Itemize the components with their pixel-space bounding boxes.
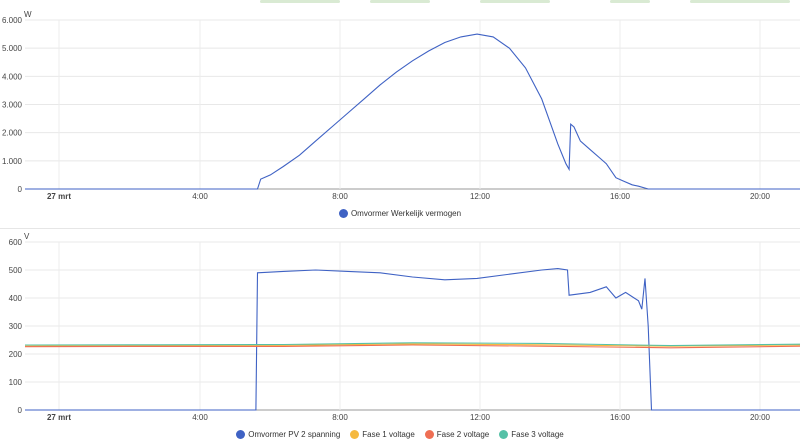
legend-dot-icon bbox=[424, 430, 434, 439]
legend-item[interactable]: Fase 3 voltage bbox=[499, 430, 564, 439]
y-axis-unit: V bbox=[24, 232, 30, 241]
y-tick-label: 200 bbox=[9, 350, 23, 359]
y-tick-label: 4.000 bbox=[2, 72, 23, 81]
y-tick-label: 300 bbox=[9, 322, 23, 331]
voltage-chart-legend: Omvormer PV 2 spanning Fase 1 voltage Fase… bbox=[0, 430, 800, 439]
x-tick-label: 12:00 bbox=[470, 192, 491, 201]
legend-label: Omvormer PV 2 spanning bbox=[248, 430, 341, 439]
toolbar-segment bbox=[610, 0, 650, 3]
x-tick-label: 12:00 bbox=[470, 413, 491, 422]
power-chart-legend: Omvormer Werkelijk vermogen bbox=[0, 209, 800, 218]
series-line bbox=[25, 268, 800, 411]
power-chart: 0 1.000 2.000 3.000 4.000 5.000 6.000 27 mrt 4:0… bbox=[2, 10, 800, 201]
y-tick-label: 100 bbox=[9, 378, 23, 387]
y-tick-label: 2.000 bbox=[2, 129, 23, 138]
top-toolbar-strip bbox=[0, 0, 800, 6]
y-tick-label: 6.000 bbox=[2, 16, 23, 25]
x-tick-label: 8:00 bbox=[332, 192, 348, 201]
legend-dot-icon bbox=[236, 430, 246, 439]
toolbar-segment bbox=[260, 0, 340, 3]
legend-item[interactable]: Fase 1 voltage bbox=[350, 430, 415, 439]
legend-label: Fase 3 voltage bbox=[511, 430, 564, 439]
y-tick-label: 5.000 bbox=[2, 44, 23, 53]
x-tick-label: 4:00 bbox=[192, 192, 208, 201]
y-tick-label: 600 bbox=[9, 238, 23, 247]
series-line bbox=[24, 343, 800, 347]
legend-label: Fase 2 voltage bbox=[436, 430, 490, 439]
x-tick-label: 16:00 bbox=[610, 192, 631, 201]
legend-item[interactable]: Fase 2 voltage bbox=[424, 430, 490, 439]
toolbar-segment bbox=[370, 0, 430, 3]
legend-label: Omvormer Werkelijk vermogen bbox=[350, 209, 462, 218]
legend-dot-icon bbox=[338, 209, 348, 218]
legend-dot-icon bbox=[499, 430, 509, 439]
x-tick-label: 8:00 bbox=[332, 413, 348, 422]
legend-label: Fase 1 voltage bbox=[362, 430, 415, 439]
x-tick-label: 16:00 bbox=[610, 413, 631, 422]
legend-dot-icon bbox=[350, 430, 360, 439]
y-axis-unit: W bbox=[24, 10, 32, 19]
series-line bbox=[25, 33, 800, 190]
y-tick-label: 400 bbox=[9, 294, 23, 303]
y-tick-label: 500 bbox=[9, 266, 23, 275]
y-tick-label: 0 bbox=[18, 406, 23, 415]
toolbar-segment bbox=[480, 0, 550, 3]
toolbar-segment bbox=[690, 0, 790, 3]
legend-item[interactable]: Omvormer Werkelijk vermogen bbox=[338, 209, 462, 218]
y-tick-label: 0 bbox=[18, 185, 23, 194]
y-tick-label: 3.000 bbox=[2, 101, 23, 110]
y-tick-label: 1.000 bbox=[2, 157, 23, 166]
series-line bbox=[24, 344, 800, 349]
x-tick-label: 20:00 bbox=[750, 413, 771, 422]
x-tick-label: 27 mrt bbox=[47, 192, 71, 201]
x-tick-label: 20:00 bbox=[750, 192, 771, 201]
x-tick-label: 27 mrt bbox=[47, 413, 71, 422]
legend-item[interactable]: Omvormer PV 2 spanning bbox=[236, 430, 340, 439]
x-tick-label: 4:00 bbox=[192, 413, 208, 422]
series-line bbox=[24, 342, 800, 347]
chart-divider bbox=[0, 228, 800, 229]
